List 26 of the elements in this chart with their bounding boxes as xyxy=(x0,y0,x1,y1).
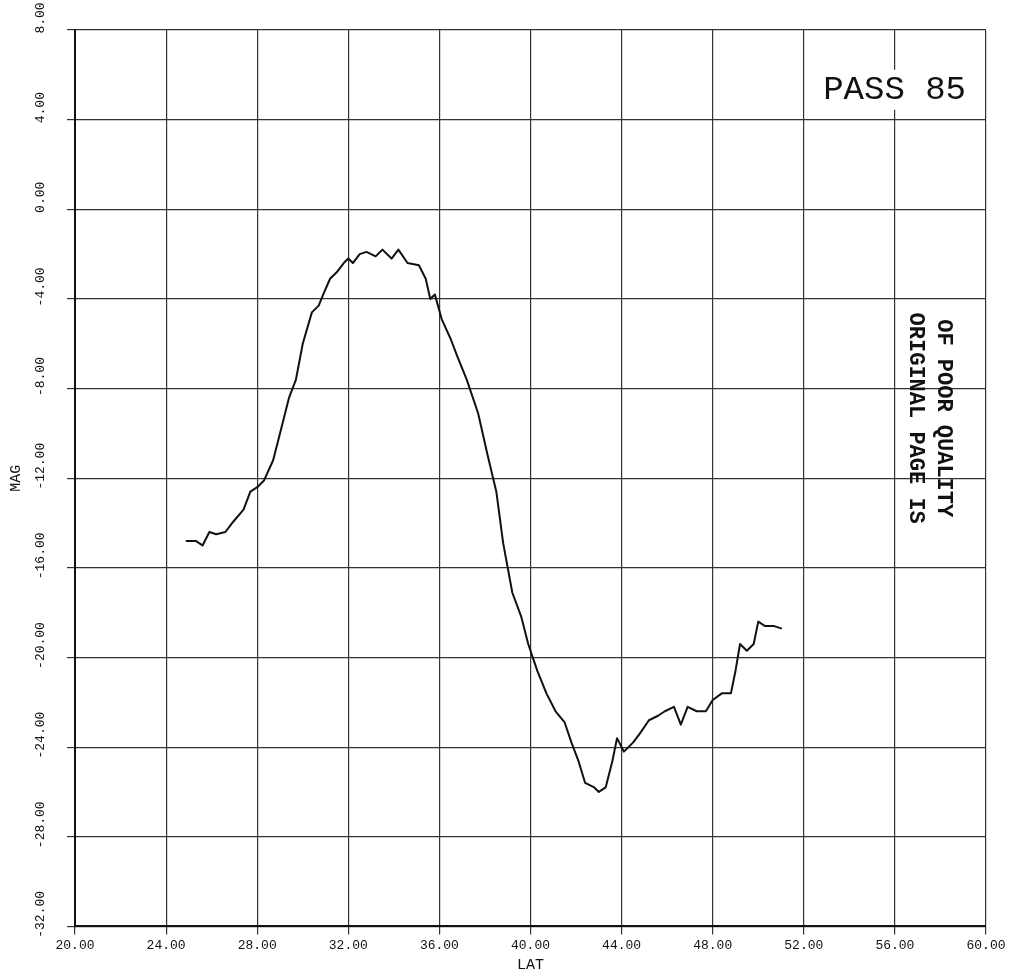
x-tick-label: 40.00 xyxy=(510,937,551,953)
y-tick-label: -4.00 xyxy=(33,267,49,307)
y-tick-label: -8.00 xyxy=(33,357,49,397)
y-tick-label: -28.00 xyxy=(33,801,49,849)
x-tick-label: 36.00 xyxy=(419,937,459,953)
y-axis-title: MAG xyxy=(7,464,25,492)
x-tick-label: 44.00 xyxy=(602,937,642,953)
y-tick-label: 8.00 xyxy=(33,2,49,34)
y-tick-label: -20.00 xyxy=(33,622,49,669)
x-tick-label: 52.00 xyxy=(784,937,824,953)
y-tick-label: -32.00 xyxy=(33,890,49,938)
y-tick-label: 4.00 xyxy=(33,92,49,124)
text: PASS 85 xyxy=(823,70,966,109)
y-tick-label: -24.00 xyxy=(33,711,49,759)
annotation: ORIGINAL PAGE IS OF POOR QUALITY xyxy=(903,312,957,524)
x-tick-label: 32.00 xyxy=(328,937,368,953)
y-tick-label: 0.00 xyxy=(33,181,49,213)
x-tick-label: 28.00 xyxy=(237,937,277,953)
x-tick-label: 48.00 xyxy=(693,937,733,953)
x-tick-label: 60.00 xyxy=(966,937,1006,953)
x-tick-label: 24.00 xyxy=(146,937,186,953)
x-tick-label: 20.00 xyxy=(55,937,95,953)
x-tick-label: 56.00 xyxy=(875,937,915,953)
y-tick-label: -16.00 xyxy=(33,532,49,580)
y-tick-label: -12.00 xyxy=(33,442,49,490)
x-axis-title: LAT xyxy=(516,956,545,974)
